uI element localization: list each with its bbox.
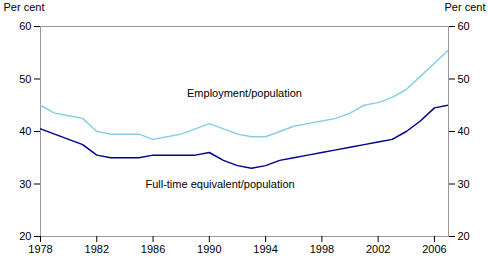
svg-text:1990: 1990 bbox=[197, 243, 221, 255]
svg-text:50: 50 bbox=[19, 73, 31, 85]
svg-text:1978: 1978 bbox=[28, 243, 52, 255]
svg-text:20: 20 bbox=[458, 230, 470, 242]
svg-text:1994: 1994 bbox=[253, 243, 277, 255]
svg-text:Full-time equivalent/populatio: Full-time equivalent/population bbox=[145, 178, 294, 190]
svg-text:30: 30 bbox=[458, 178, 470, 190]
svg-text:50: 50 bbox=[458, 73, 470, 85]
svg-text:Per cent: Per cent bbox=[4, 1, 45, 13]
svg-text:2002: 2002 bbox=[366, 243, 390, 255]
svg-text:1998: 1998 bbox=[310, 243, 334, 255]
svg-text:40: 40 bbox=[19, 125, 31, 137]
svg-text:60: 60 bbox=[458, 20, 470, 32]
svg-text:40: 40 bbox=[458, 125, 470, 137]
svg-text:Employment/population: Employment/population bbox=[187, 87, 302, 99]
svg-text:20: 20 bbox=[19, 230, 31, 242]
svg-text:Per cent: Per cent bbox=[445, 1, 486, 13]
svg-text:30: 30 bbox=[19, 178, 31, 190]
svg-text:1986: 1986 bbox=[141, 243, 165, 255]
svg-text:2006: 2006 bbox=[422, 243, 446, 255]
svg-text:1982: 1982 bbox=[85, 243, 109, 255]
svg-text:60: 60 bbox=[19, 20, 31, 32]
